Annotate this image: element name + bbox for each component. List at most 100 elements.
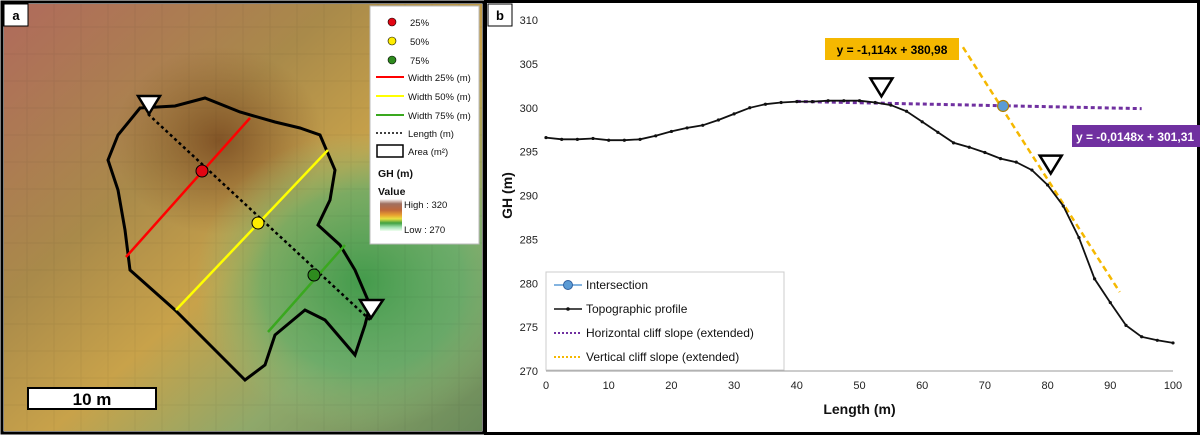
chart-legend: Intersection Topographic profile Horizon… <box>545 271 785 371</box>
horizontal-slope-line <box>796 99 1142 111</box>
profile-point <box>1124 323 1128 327</box>
x-tick-label: 90 <box>1104 380 1116 392</box>
scale-bar-label: 10 m <box>73 390 112 409</box>
profile-point <box>1014 160 1018 164</box>
profile-point <box>575 137 579 141</box>
legend-point-75-label: 75% <box>410 56 430 67</box>
legend-length-label: Length (m) <box>408 129 454 140</box>
svg-text:y = -0,0148x + 301,31: y = -0,0148x + 301,31 <box>1076 130 1194 144</box>
legend-point-25-label: 25% <box>410 18 430 29</box>
plot-area <box>544 46 1175 372</box>
legend-intersection-label: Intersection <box>586 278 648 292</box>
x-tick-label: 20 <box>665 380 677 392</box>
triangle-marker-icon <box>1037 154 1064 176</box>
profile-point <box>716 118 721 122</box>
profile-point <box>936 130 940 134</box>
y-tick-label: 310 <box>520 15 538 27</box>
profile-point <box>826 99 830 103</box>
profile-point <box>544 135 548 140</box>
profile-point <box>1061 204 1065 208</box>
profile-point <box>622 138 626 142</box>
x-tick-label: 40 <box>791 380 803 392</box>
profile-point <box>967 145 971 149</box>
legend-gh-title: GH (m) <box>378 168 413 180</box>
x-tick-label: 80 <box>1041 380 1053 392</box>
profile-point <box>842 99 846 103</box>
profile-point <box>920 120 924 124</box>
profile-point <box>1077 236 1081 240</box>
profile-point <box>998 157 1003 161</box>
chart-panel: b 270 275 280 285 290 295 300 305 310 0 10 20 30 40 5… <box>484 0 1200 435</box>
map-legend: 25% 50% 75% Width 25% (m) Width 50% (m) … <box>369 5 480 245</box>
profile-point <box>1093 277 1097 281</box>
x-tick-label: 60 <box>916 380 928 392</box>
profile-point <box>810 100 815 104</box>
point-50 <box>251 216 265 230</box>
y-tick-label: 290 <box>520 191 538 203</box>
profile-point <box>1030 168 1034 172</box>
vertical-slope-equation: y = -1,114x + 380,98 <box>825 38 959 60</box>
legend-topographic-label: Topographic profile <box>586 302 688 316</box>
x-tick-label: 100 <box>1164 380 1182 392</box>
intersection-point <box>996 99 1010 113</box>
point-25 <box>195 164 209 178</box>
profile-point <box>1046 183 1050 187</box>
width-25-line <box>125 117 251 258</box>
map-panel: 25% 50% 75% Width 25% (m) Width 50% (m) … <box>0 0 486 435</box>
profile-point <box>1108 300 1112 305</box>
width-75-line <box>267 244 346 333</box>
profile-point <box>607 138 611 142</box>
y-tick-label: 275 <box>520 322 538 334</box>
color-ramp <box>380 199 402 231</box>
legend-value-title: Value <box>378 186 406 198</box>
profile-point <box>1140 335 1144 339</box>
profile-point <box>560 137 564 141</box>
profile-point <box>748 106 752 110</box>
panel-b-label: b <box>496 8 504 23</box>
y-axis-ticks: 270 275 280 285 290 295 300 305 310 <box>520 15 538 378</box>
legend-width-75-label: Width 75% (m) <box>408 111 471 122</box>
y-tick-label: 280 <box>520 278 538 290</box>
map-svg: 25% 50% 75% Width 25% (m) Width 50% (m) … <box>0 0 486 435</box>
x-axis-title: Length (m) <box>823 401 895 417</box>
profile-point <box>732 112 736 116</box>
y-tick-label: 295 <box>520 147 538 159</box>
legend-high-label: High : 320 <box>404 200 447 211</box>
profile-point <box>983 150 987 155</box>
horizontal-slope-equation: y = -0,0148x + 301,31 <box>1072 125 1200 147</box>
profile-point <box>1171 341 1175 345</box>
profile-point <box>857 99 862 103</box>
legend-horizontal-label: Horizontal cliff slope (extended) <box>586 326 754 340</box>
area-outline <box>106 96 372 382</box>
y-tick-label: 285 <box>520 234 538 246</box>
legend-width-25-label: Width 25% (m) <box>408 73 471 84</box>
profile-point <box>763 102 768 106</box>
x-axis-ticks: 0 10 20 30 40 50 60 70 80 90 100 <box>543 380 1182 392</box>
panel-a-label: a <box>12 8 20 23</box>
profile-point <box>779 100 783 105</box>
profile-point <box>873 100 877 105</box>
legend-area-label: Area (m²) <box>408 147 448 158</box>
profile-point <box>669 129 673 134</box>
profile-point <box>591 136 595 141</box>
legend-width-50-label: Width 50% (m) <box>408 92 471 103</box>
profile-point <box>951 141 956 145</box>
x-tick-label: 0 <box>543 380 549 392</box>
start-triangle-icon <box>135 94 163 117</box>
profile-point <box>1155 338 1159 342</box>
y-tick-label: 270 <box>520 366 538 378</box>
x-tick-label: 70 <box>979 380 991 392</box>
scale-bar: 10 m <box>27 387 157 410</box>
point-75 <box>307 268 321 282</box>
x-tick-label: 30 <box>728 380 740 392</box>
profile-point <box>685 126 689 130</box>
profile-point <box>654 134 658 138</box>
profile-chart: b 270 275 280 285 290 295 300 305 310 0 10 20 30 40 5… <box>484 0 1200 435</box>
profile-point <box>795 100 799 104</box>
y-axis-title: GH (m) <box>499 172 515 219</box>
x-tick-label: 50 <box>853 380 865 392</box>
profile-point <box>701 123 705 127</box>
legend-low-label: Low : 270 <box>404 225 445 236</box>
profile-point <box>904 109 909 113</box>
end-triangle-icon <box>357 298 386 321</box>
